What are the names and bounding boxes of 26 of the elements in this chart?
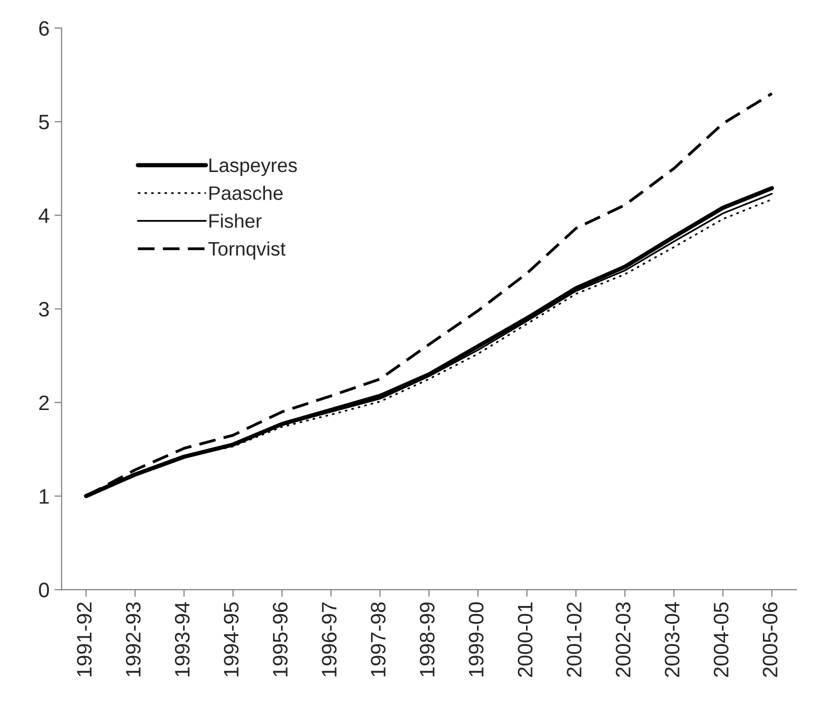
x-tick-label: 2005-06	[762, 602, 778, 677]
x-tick-label: 1998-99	[420, 602, 435, 676]
legend-label: Tornqvist	[208, 241, 286, 260]
legend-label: Fisher	[209, 214, 262, 228]
y-tick-label: 2	[39, 395, 49, 410]
y-tick-label: 6	[39, 21, 49, 36]
x-tick-label: 1993-94	[174, 602, 190, 676]
x-tick-label: 1995-96	[272, 602, 288, 676]
legend-label: Laspeyres	[209, 158, 297, 176]
x-tick-label: 1991-92	[76, 602, 92, 676]
x-tick-label: 2003-04	[664, 602, 680, 677]
y-tick-label: 4	[38, 208, 50, 223]
y-tick-label: 3	[38, 302, 49, 317]
x-tick-label: 2004-05	[714, 602, 728, 677]
x-tick-label: 2001-02	[566, 602, 582, 677]
x-tick-label: 2002-03	[616, 602, 631, 677]
x-tick-label: 1994-95	[224, 602, 239, 676]
x-tick-label: 1996-97	[322, 602, 337, 676]
x-tick-label: 1999-00	[468, 602, 484, 676]
y-tick-label: 1	[40, 489, 49, 504]
y-tick-label: 5	[39, 114, 49, 130]
x-tick-label: 1997-98	[370, 602, 386, 676]
y-tick-label: 0	[39, 582, 49, 598]
x-tick-label: 1992-93	[126, 602, 141, 676]
legend-label: Paasche	[209, 186, 283, 200]
x-tick-label: 2000-01	[518, 602, 533, 677]
